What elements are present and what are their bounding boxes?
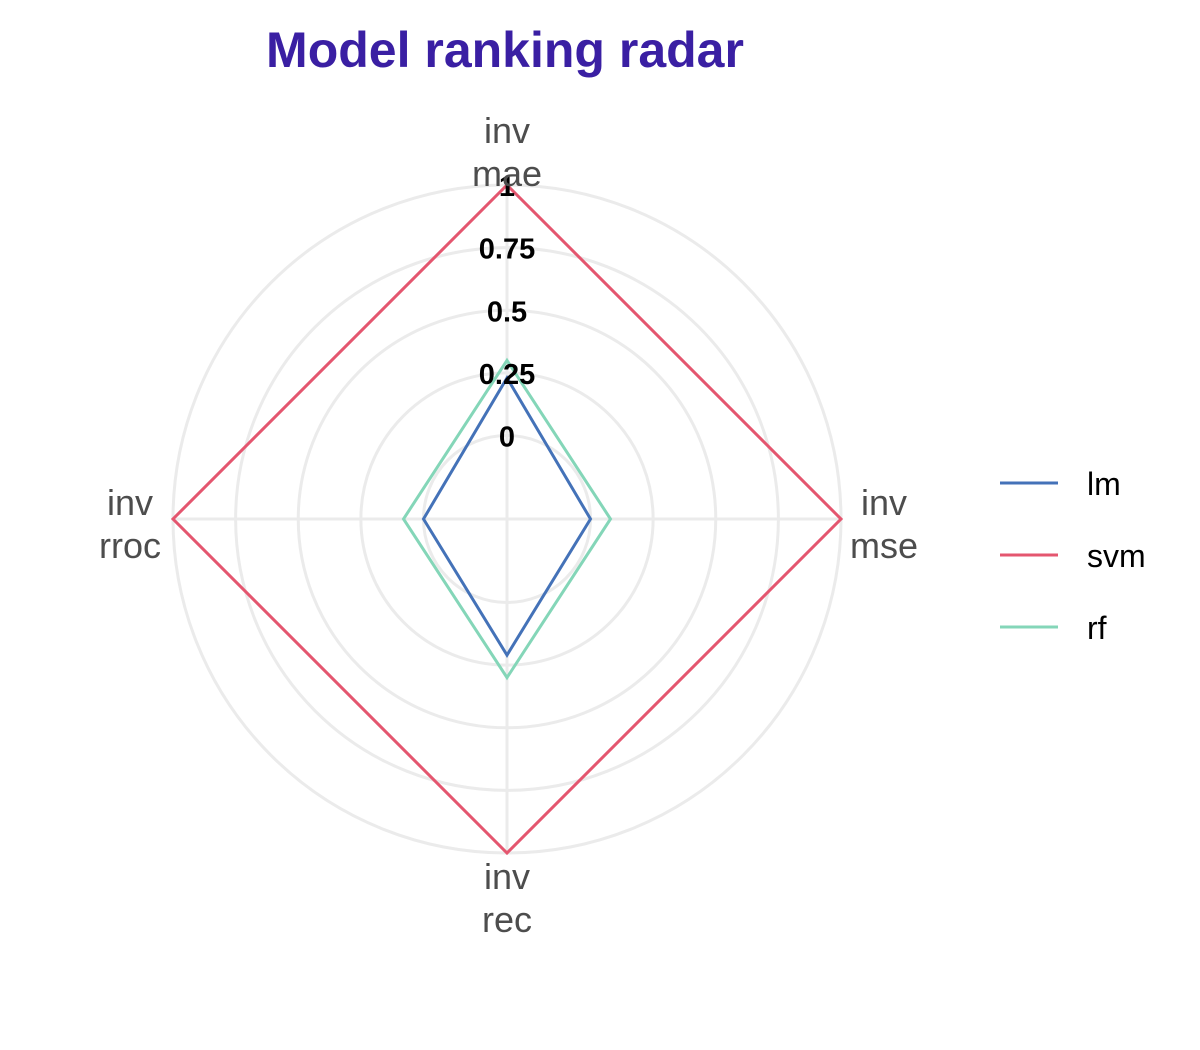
tick-label-0: 0 <box>499 422 515 454</box>
series-line-rf <box>401 357 613 681</box>
tick-label-3: 0.75 <box>479 234 535 266</box>
legend-label-svm: svm <box>1087 538 1146 574</box>
axis-label-3-line-1: rroc <box>99 525 161 566</box>
axis-label-0-line-1: mae <box>472 153 542 194</box>
legend-label-rf: rf <box>1087 610 1107 646</box>
radial-tick-labels: 0 0.25 0.5 0.75 1 <box>479 171 535 454</box>
series-lines <box>170 182 844 856</box>
axis-label-3-line-0: inv <box>107 482 153 523</box>
chart-title: Model ranking radar <box>266 22 744 78</box>
axis-label-0-line-0: inv <box>484 110 530 151</box>
axis-label-1-line-1: mse <box>850 525 918 566</box>
axis-label-1-line-0: inv <box>861 482 907 523</box>
grid <box>171 183 843 855</box>
tick-label-4: 1 <box>499 171 515 203</box>
legend: lm svm rf <box>1000 466 1146 646</box>
tick-label-2: 0.5 <box>487 296 527 328</box>
series-line-svm <box>170 182 844 856</box>
legend-label-lm: lm <box>1087 466 1121 502</box>
axis-label-2-line-0: inv <box>484 856 530 897</box>
tick-label-1: 0.25 <box>479 359 535 391</box>
axis-label-2-line-1: rec <box>482 899 532 940</box>
series-line-lm <box>421 374 593 658</box>
